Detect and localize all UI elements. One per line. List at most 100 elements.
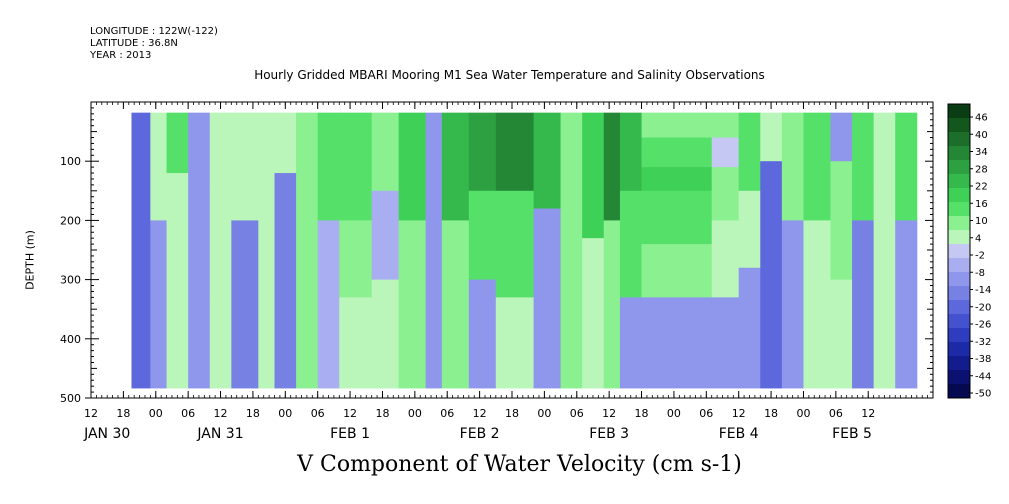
x-tick-label: 06 <box>829 407 843 420</box>
heatmap-cell <box>317 220 340 389</box>
heatmap-cell <box>619 190 643 298</box>
heatmap-cell <box>738 190 761 269</box>
heatmap-cell <box>641 112 713 139</box>
heatmap-cell <box>231 112 259 221</box>
heatmap-cell <box>738 112 761 192</box>
x-day-label: FEB 4 <box>719 426 759 442</box>
heatmap-cell <box>495 190 535 298</box>
heatmap-cell <box>711 137 740 168</box>
heatmap-cell <box>209 112 232 192</box>
x-tick-label: 18 <box>635 407 649 420</box>
chart-area: 12 18 00 06 12 18 00 06 12 18 00 06 12 18 00 06 12 18 00 06… <box>60 101 991 442</box>
colorbar-swatch <box>948 104 970 119</box>
x-tick-label: 06 <box>181 407 195 420</box>
colorbar-label: -20 <box>975 302 991 313</box>
colorbar-label: 46 <box>975 113 988 124</box>
y-tick-label: 300 <box>60 274 81 287</box>
heatmap-cell <box>619 112 643 192</box>
heatmap-cell <box>711 112 740 139</box>
heatmap-cell <box>803 220 831 389</box>
heatmap-cell <box>641 167 713 192</box>
heatmap-cell <box>166 173 189 257</box>
x-tick-label: 18 <box>116 407 130 420</box>
colorbar-swatch <box>948 384 970 399</box>
heatmap-cell <box>339 297 373 389</box>
heatmap-cell <box>166 112 189 174</box>
colorbar-swatch <box>948 160 970 175</box>
x-day-label: JAN 30 <box>83 426 130 442</box>
heatmap-cell <box>150 112 168 221</box>
x-tick-label: 06 <box>440 407 454 420</box>
x-day-label: JAN 31 <box>196 426 243 442</box>
heatmap-cell <box>425 112 443 389</box>
y-tick-label: 200 <box>60 214 81 227</box>
heatmap-cell <box>852 220 875 389</box>
x-tick-label: 00 <box>537 407 551 420</box>
x-tick-label: 00 <box>278 407 292 420</box>
colorbar-label: 16 <box>975 199 988 210</box>
heatmap-cell <box>231 220 259 389</box>
heatmap-cell <box>641 190 713 245</box>
colorbar-label: -50 <box>975 389 991 400</box>
heatmap-cell <box>468 190 497 281</box>
x-tick-label: 00 <box>149 407 163 420</box>
colorbar: 46 40 34 28 22 16 10 4 -2 -8 -14 -20 -26 -32 -38 -44 -50 <box>947 103 991 400</box>
heatmap-cell <box>441 220 470 389</box>
chart-title: Hourly Gridded MBARI Mooring M1 Sea Wate… <box>254 68 765 82</box>
colorbar-swatch <box>948 216 970 231</box>
colorbar-swatch <box>948 370 970 385</box>
x-day-label: FEB 1 <box>330 426 370 442</box>
heatmap-cell <box>468 279 497 389</box>
heatmap-cell <box>641 297 713 389</box>
colorbar-frame <box>947 103 971 399</box>
heatmap-cell <box>830 161 853 281</box>
colorbar-label: 10 <box>975 216 988 227</box>
x-tick-label: 18 <box>375 407 389 420</box>
heatmap-cell <box>619 297 643 389</box>
colorbar-label: -44 <box>975 371 991 382</box>
colorbar-label: 4 <box>975 233 981 244</box>
heatmap-cell <box>803 112 831 221</box>
heatmap-cell <box>441 112 470 221</box>
colorbar-swatch <box>948 300 970 315</box>
heatmap-cell <box>398 220 427 389</box>
heatmap-cell <box>895 112 918 221</box>
colorbar-swatch <box>948 188 970 203</box>
heatmap-cell <box>641 244 713 298</box>
x-tick-label: 18 <box>764 407 778 420</box>
heatmap-cell <box>296 112 319 389</box>
heatmap-cell <box>339 112 373 221</box>
colorbar-swatch <box>948 342 970 357</box>
heatmap-cell <box>582 238 605 389</box>
x-tick-label: 18 <box>505 407 519 420</box>
colorbar-swatch <box>948 314 970 329</box>
heatmap-cell <box>873 112 896 192</box>
colorbar-swatch <box>948 118 970 133</box>
heatmap-cell <box>468 112 497 192</box>
variable-title: V Component of Water Velocity (cm s-1) <box>297 452 742 477</box>
x-tick-label: 06 <box>699 407 713 420</box>
y-tick-label: 400 <box>60 333 81 346</box>
heatmap-cell <box>760 112 783 162</box>
colorbar-swatch <box>948 202 970 217</box>
colorbar-label: -26 <box>975 320 991 331</box>
heatmap-cell <box>258 112 276 389</box>
heatmap-cell <box>781 220 804 389</box>
heatmap-cell <box>495 297 535 389</box>
x-tick-label: 06 <box>311 407 325 420</box>
heatmap-cell <box>339 220 373 298</box>
heatmap-cell <box>150 220 168 389</box>
heatmap-cell <box>603 220 621 389</box>
colorbar-label: 22 <box>975 182 988 193</box>
heatmap-cell <box>873 190 896 389</box>
heatmap-cell <box>274 112 297 174</box>
x-tick-label: 12 <box>861 407 875 420</box>
heatmap-cell <box>711 167 740 221</box>
x-tick-label: 12 <box>84 407 98 420</box>
colorbar-label: -32 <box>975 337 991 348</box>
heatmap-cell <box>209 190 232 298</box>
heatmap-cell <box>760 161 783 389</box>
colorbar-label: -38 <box>975 354 991 365</box>
heatmap-cell <box>711 220 740 298</box>
heatmap-cell <box>371 279 400 389</box>
